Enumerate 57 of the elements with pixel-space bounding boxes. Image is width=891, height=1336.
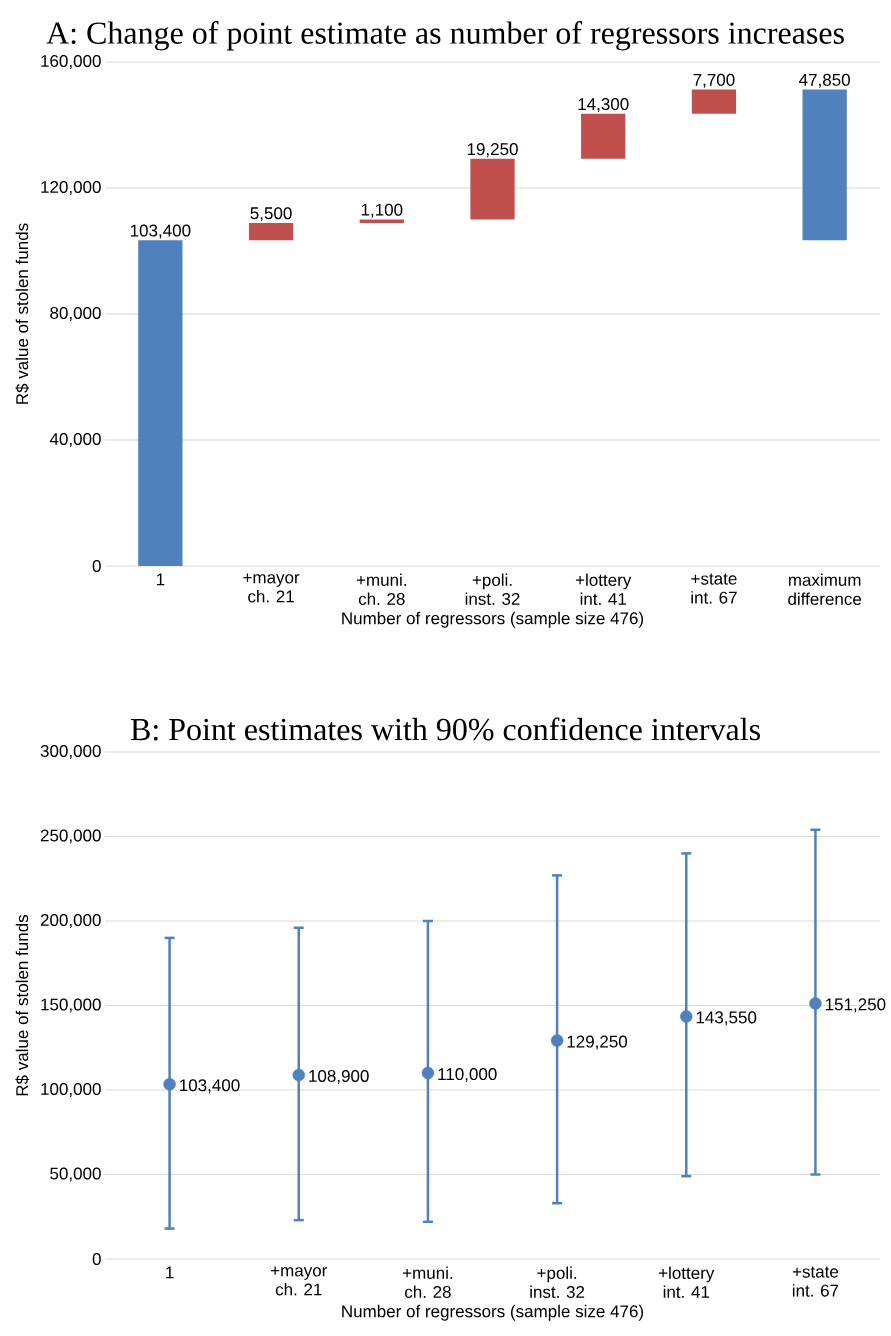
x-tick-label: maximum difference	[788, 573, 862, 605]
y-tick-label: 50,000	[50, 1167, 101, 1182]
chart-title: B: Point estimates with 90% confidence intervals	[130, 717, 760, 741]
x-tick-label: 1	[166, 1266, 174, 1279]
x-tick-label: 1	[156, 573, 165, 586]
y-tick-label: 100,000	[41, 1082, 101, 1098]
y-tick-label: 120,000	[41, 180, 101, 196]
data-label: 143,550	[696, 1011, 757, 1026]
y-axis-title: R$ value of stolen funds	[15, 914, 30, 1096]
y-tick-label: 0	[92, 559, 101, 573]
y-tick-label: 200,000	[40, 913, 101, 929]
bar	[138, 240, 183, 566]
y-tick-label: 0	[92, 1252, 101, 1266]
y-tick-label: 150,000	[41, 998, 101, 1013]
bar	[248, 222, 294, 241]
data-label: 108,900	[309, 1069, 369, 1084]
x-tick-label: +state int. 67	[691, 573, 737, 604]
point	[292, 1068, 305, 1082]
point	[421, 1066, 435, 1080]
x-tick-label: +lottery int. 41	[658, 1266, 715, 1298]
data-label: 151,250	[825, 998, 886, 1013]
x-axis-title: Number of regressors (sample size 476)	[342, 1304, 644, 1321]
bar	[359, 219, 404, 223]
data-label: 103,400	[180, 1079, 240, 1094]
x-tick-label: +muni. ch. 28	[356, 573, 406, 605]
point	[163, 1078, 176, 1091]
data-label: 19,250	[467, 143, 518, 158]
data-label: 5,500	[250, 207, 292, 222]
x-tick-label: +muni. ch. 28	[403, 1266, 453, 1299]
data-label: 129,250	[567, 1035, 628, 1050]
point	[550, 1034, 564, 1047]
data-label: 47,850	[799, 73, 850, 88]
y-tick-label: 250,000	[40, 829, 101, 844]
data-label: 1,100	[361, 203, 403, 218]
data-label: 110,000	[438, 1068, 497, 1083]
y-tick-label: 160,000	[41, 54, 101, 70]
y-tick-label: 80,000	[50, 306, 101, 322]
bar	[470, 158, 515, 220]
y-axis-title: R$ value of stolen funds	[15, 223, 30, 404]
x-tick-label: +lottery int. 41	[575, 573, 632, 605]
bar	[802, 89, 847, 241]
x-tick-label: +state int. 67	[792, 1266, 839, 1297]
bar	[581, 113, 626, 159]
x-tick-label: +poli. inst. 32	[465, 573, 520, 605]
data-label: 7,700	[693, 73, 735, 88]
bar	[691, 89, 737, 114]
chart-title: A: Change of point estimate as number of regressors increases	[46, 21, 844, 51]
point	[680, 1010, 693, 1023]
x-tick-label: +mayor ch. 21	[243, 573, 300, 603]
x-tick-label: +poli. inst. 32	[530, 1266, 585, 1299]
y-tick-label: 40,000	[49, 432, 101, 448]
data-label: 14,300	[578, 98, 629, 113]
y-tick-label: 300,000	[40, 744, 101, 760]
x-axis-title: Number of regressors (sample size 476)	[342, 611, 644, 628]
x-tick-label: +mayor ch. 21	[271, 1266, 328, 1296]
data-label: 103,400	[130, 224, 191, 239]
point	[809, 997, 822, 1010]
